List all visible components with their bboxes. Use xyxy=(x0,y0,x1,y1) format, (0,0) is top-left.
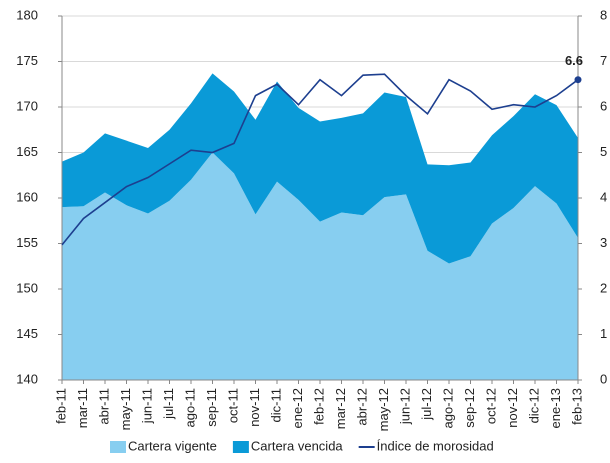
x-tick-label: feb-13 xyxy=(569,388,584,425)
y-tick-label: 180 xyxy=(16,7,38,22)
x-tick-label: ene-13 xyxy=(548,388,563,428)
y2-tick-label: 0 xyxy=(600,371,607,386)
x-tick-label: may-11 xyxy=(118,388,133,430)
x-tick-label: abr-12 xyxy=(354,388,369,426)
x-tick-label: ago-11 xyxy=(182,388,197,428)
y-tick-label: 150 xyxy=(16,280,38,295)
x-tick-label: nov-11 xyxy=(247,388,262,427)
y2-tick-label: 4 xyxy=(600,189,607,204)
x-tick-label: jun-11 xyxy=(139,388,154,424)
y2-tick-label: 7 xyxy=(600,53,607,68)
x-tick-label: jun-12 xyxy=(397,388,412,425)
y-tick-label: 165 xyxy=(16,144,38,159)
legend-swatch xyxy=(110,441,126,453)
y2-tick-label: 2 xyxy=(600,280,607,295)
x-tick-label: dic-12 xyxy=(526,388,541,423)
area-vencida xyxy=(62,73,578,264)
y2-tick-label: 6 xyxy=(600,98,607,113)
y-tick-label: 140 xyxy=(16,371,38,386)
x-tick-label: abr-11 xyxy=(96,388,111,425)
area-vigente xyxy=(62,152,578,380)
legend-swatch xyxy=(232,441,249,453)
line-morosidad xyxy=(61,73,579,246)
x-tick-label: mar-11 xyxy=(75,388,90,428)
x-tick-label: sep-11 xyxy=(204,388,219,427)
x-tick-label: jul-12 xyxy=(419,388,434,421)
legend-label: Cartera vigente xyxy=(128,438,217,453)
y2-tick-label: 1 xyxy=(600,326,607,341)
y2-tick-label: 5 xyxy=(600,144,607,159)
y-tick-label: 155 xyxy=(16,235,38,250)
x-tick-label: dic-11 xyxy=(268,388,283,422)
y-tick-label: 170 xyxy=(16,98,38,113)
data-label: 6.6 xyxy=(565,53,583,68)
y2-tick-label: 3 xyxy=(600,235,607,250)
x-tick-label: oct-11 xyxy=(225,388,240,423)
x-tick-label: mar-12 xyxy=(333,388,348,429)
legend-label: Índice de morosidad xyxy=(377,438,494,453)
y-tick-label: 145 xyxy=(16,326,38,341)
x-tick-label: nov-12 xyxy=(505,388,520,428)
y-tick-label: 160 xyxy=(16,189,38,204)
x-tick-label: ene-12 xyxy=(290,388,305,428)
legend-label: Cartera vencida xyxy=(251,438,344,453)
x-tick-label: may-12 xyxy=(376,388,391,431)
point xyxy=(574,76,582,84)
x-tick-label: ago-12 xyxy=(440,388,455,428)
y2-tick-label: 8 xyxy=(600,7,607,22)
x-tick-label: feb-11 xyxy=(53,388,68,424)
y-tick-label: 175 xyxy=(16,53,38,68)
x-tick-label: oct-12 xyxy=(483,388,498,424)
x-tick-label: jul-11 xyxy=(161,388,176,420)
x-tick-label: feb-12 xyxy=(311,388,326,425)
x-tick-label: sep-12 xyxy=(462,388,477,428)
